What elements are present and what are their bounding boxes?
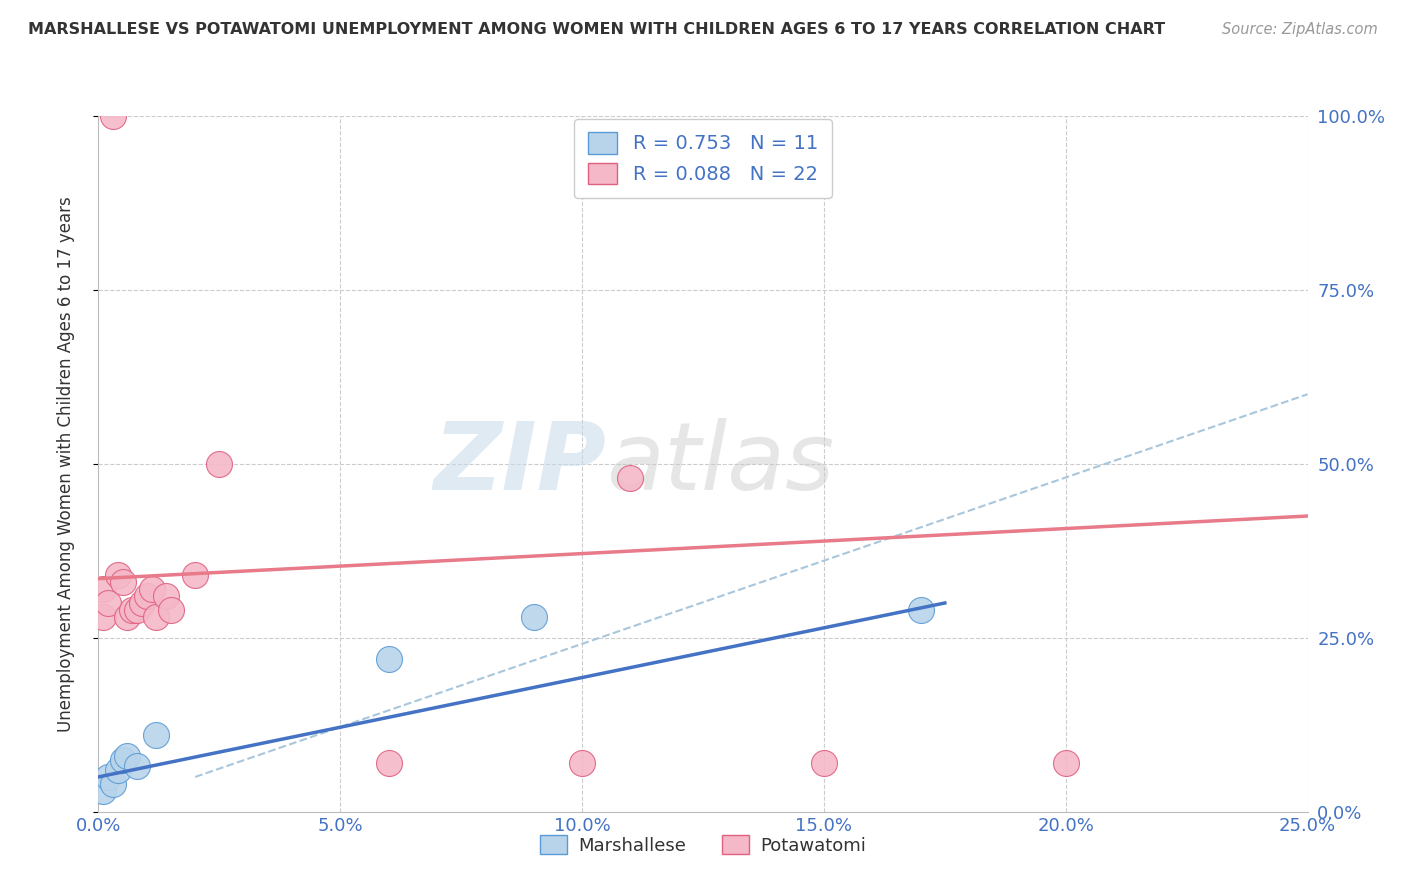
- Point: [107, 763, 129, 777]
- Point: [145, 728, 167, 742]
- Point: [910, 603, 932, 617]
- Point: [184, 568, 207, 582]
- Point: [1054, 756, 1077, 770]
- Text: Source: ZipAtlas.com: Source: ZipAtlas.com: [1222, 22, 1378, 37]
- Legend: Marshallese, Potawatomi: Marshallese, Potawatomi: [533, 828, 873, 862]
- Point: [131, 596, 153, 610]
- Point: [101, 777, 124, 791]
- Point: [571, 756, 593, 770]
- Point: [127, 603, 149, 617]
- Point: [111, 575, 134, 590]
- Point: [135, 589, 157, 603]
- Point: [145, 610, 167, 624]
- Text: ZIP: ZIP: [433, 417, 606, 510]
- Point: [208, 457, 231, 471]
- Point: [121, 603, 143, 617]
- Point: [523, 610, 546, 624]
- Point: [101, 109, 124, 123]
- Point: [377, 756, 399, 770]
- Point: [91, 784, 114, 798]
- Point: [107, 568, 129, 582]
- Point: [117, 749, 139, 764]
- Y-axis label: Unemployment Among Women with Children Ages 6 to 17 years: Unemployment Among Women with Children A…: [56, 196, 75, 731]
- Point: [160, 603, 183, 617]
- Point: [377, 651, 399, 665]
- Point: [97, 596, 120, 610]
- Point: [91, 610, 114, 624]
- Text: MARSHALLESE VS POTAWATOMI UNEMPLOYMENT AMONG WOMEN WITH CHILDREN AGES 6 TO 17 YE: MARSHALLESE VS POTAWATOMI UNEMPLOYMENT A…: [28, 22, 1166, 37]
- Point: [117, 610, 139, 624]
- Point: [127, 759, 149, 773]
- Point: [141, 582, 163, 596]
- Point: [619, 471, 641, 485]
- Point: [155, 589, 177, 603]
- Text: atlas: atlas: [606, 418, 835, 509]
- Point: [97, 770, 120, 784]
- Point: [813, 756, 835, 770]
- Point: [91, 582, 114, 596]
- Point: [111, 753, 134, 767]
